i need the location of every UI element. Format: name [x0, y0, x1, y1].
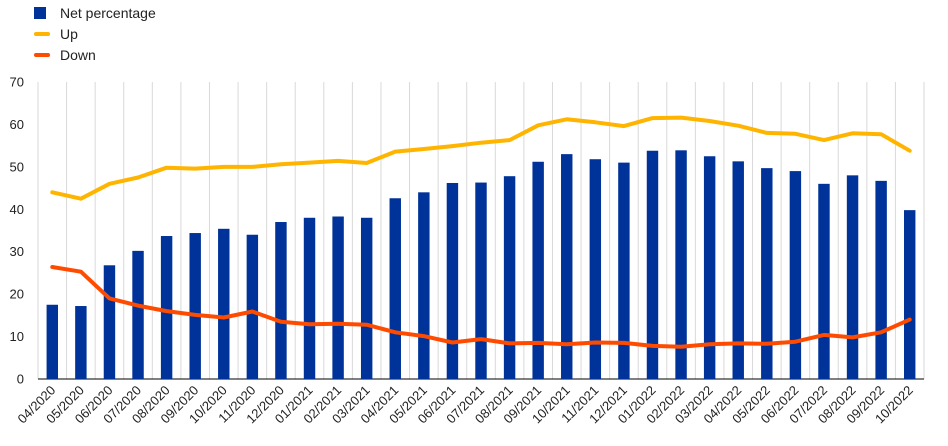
y-tick-label: 40 — [10, 202, 24, 217]
bar-net-percentage — [703, 156, 716, 379]
bar-net-percentage — [332, 216, 344, 379]
legend-item-down: Down — [34, 44, 156, 65]
bar-net-percentage — [446, 182, 459, 379]
bar-net-percentage — [246, 234, 259, 379]
legend-label-up: Up — [60, 25, 78, 42]
legend-swatch-net-percentage — [34, 6, 46, 19]
y-tick-label: 30 — [10, 244, 24, 259]
bar-net-percentage — [589, 159, 602, 379]
bar-net-percentage — [475, 182, 487, 379]
bar-net-percentage — [389, 198, 401, 379]
bar-net-percentage — [561, 154, 573, 379]
bar-net-percentage — [903, 210, 916, 379]
bar-net-percentage — [675, 150, 687, 379]
y-tick-label: 10 — [10, 329, 24, 344]
y-tick-label: 20 — [10, 287, 24, 302]
legend-label-down: Down — [60, 46, 96, 63]
bar-net-percentage — [818, 183, 830, 379]
legend-item-net-percentage: Net percentage — [34, 2, 156, 23]
bar-net-percentage — [503, 176, 516, 379]
y-tick-label: 60 — [10, 117, 24, 132]
legend-label-net-percentage: Net percentage — [60, 4, 156, 21]
bar-net-percentage — [75, 306, 87, 379]
bar-net-percentage — [303, 217, 316, 379]
line-series-up — [50, 115, 912, 201]
bar-net-percentage — [532, 161, 544, 379]
legend-swatch-up — [34, 31, 50, 36]
y-tick-label: 50 — [10, 159, 24, 174]
bar-net-percentage — [846, 175, 859, 379]
bar-net-percentage — [646, 150, 659, 379]
bar-net-percentage — [732, 161, 744, 379]
bar-net-percentage — [160, 236, 173, 379]
bar-net-percentage — [218, 228, 230, 379]
bar-net-percentage — [418, 192, 430, 379]
y-tick-label: 70 — [10, 75, 24, 90]
bar-net-percentage — [875, 180, 887, 379]
line-series-down — [50, 265, 912, 349]
bar-net-percentage — [761, 168, 773, 379]
bar-net-percentage — [189, 233, 201, 379]
bar-net-percentage — [103, 265, 116, 379]
bar-net-percentage — [132, 250, 144, 379]
bar-net-percentage — [360, 217, 373, 379]
legend-item-up: Up — [34, 23, 156, 44]
legend-swatch-down — [34, 52, 50, 57]
bar-net-percentage — [46, 304, 59, 379]
bar-net-percentage — [275, 222, 287, 379]
legend: Net percentage Up Down — [34, 2, 156, 65]
y-tick-label: 0 — [17, 372, 24, 387]
bar-net-percentage — [789, 171, 802, 379]
bar-net-percentage — [618, 162, 630, 379]
